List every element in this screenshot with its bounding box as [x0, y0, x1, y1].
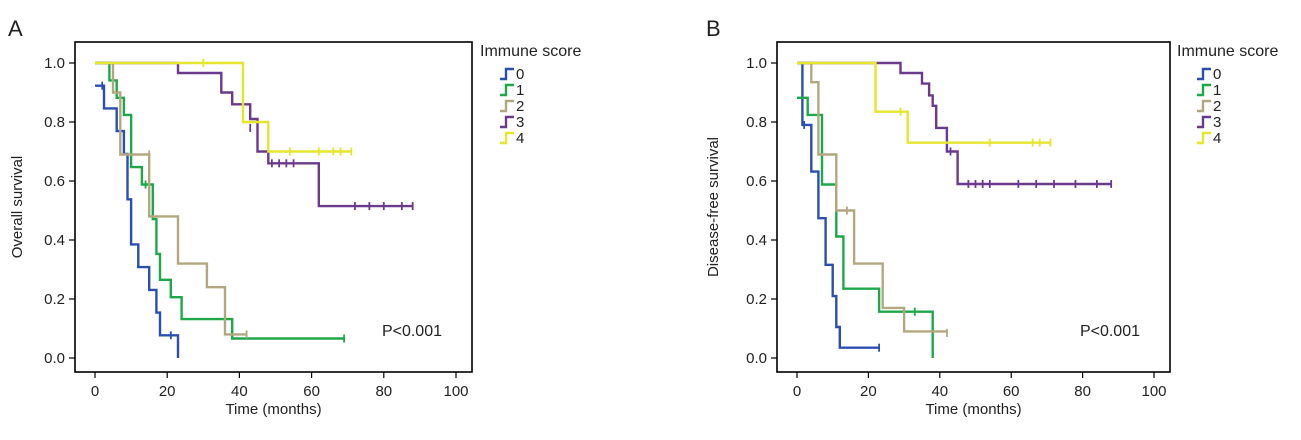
x-tick-label: 20 [159, 383, 176, 400]
survival-curve [797, 61, 880, 349]
x-tick-label: 60 [303, 383, 320, 400]
y-tick-label: 0.2 [44, 291, 65, 308]
x-tick-label: 40 [931, 383, 948, 400]
y-tick-label: 1.0 [44, 55, 65, 72]
legend-label: 3 [516, 114, 524, 131]
legend-label: 1 [516, 82, 524, 99]
series-immune-score-1 [797, 96, 934, 358]
legend-item-2: 2 [1197, 98, 1221, 115]
legend-swatch [1197, 99, 1211, 113]
x-tick-label: 0 [793, 383, 801, 400]
legend-label: 0 [1213, 66, 1221, 83]
legend-title: Immune score [480, 43, 581, 60]
series-immune-score-0 [95, 81, 180, 358]
panel-label: B [706, 16, 721, 41]
y-tick-label: 0.6 [44, 173, 65, 190]
survival-curve [797, 61, 947, 333]
y-axis-label: Overall survival [9, 156, 26, 259]
x-tick-label: 60 [1003, 383, 1020, 400]
y-axis: 0.0 0.2 0.4 0.6 0.8 1.0 [746, 55, 777, 367]
y-tick-label: 0.2 [746, 291, 767, 308]
series-immune-score-0 [797, 61, 881, 352]
plot-frame [776, 41, 1171, 373]
x-tick-label: 0 [91, 383, 99, 400]
legend-swatch [500, 67, 514, 81]
legend-item-3: 3 [500, 114, 524, 131]
x-axis-label: Time (months) [925, 401, 1021, 418]
legend-item-2: 2 [500, 98, 524, 115]
x-tick-label: 80 [1074, 383, 1091, 400]
survival-curve [95, 61, 352, 153]
series-immune-score-4 [95, 59, 353, 156]
legend-label: 3 [1213, 114, 1221, 131]
legend-label: 1 [1213, 82, 1221, 99]
x-tick-label: 100 [1141, 383, 1166, 400]
legend-item-4: 4 [1197, 130, 1221, 147]
survival-curve [95, 61, 247, 336]
legend-swatch [500, 131, 514, 145]
y-tick-label: 0.8 [44, 114, 65, 131]
legend-swatch [1197, 115, 1211, 129]
p-value-annotation: P<0.001 [1080, 323, 1140, 340]
panel-label: A [8, 16, 23, 41]
x-axis: 0 20 40 60 80 100 [91, 372, 469, 400]
y-tick-label: 0.0 [44, 350, 65, 367]
y-tick-label: 0.0 [746, 350, 767, 367]
legend-item-0: 0 [1197, 66, 1221, 83]
legend-swatch [500, 115, 514, 129]
x-tick-label: 40 [231, 383, 248, 400]
legend-item-1: 1 [1197, 82, 1221, 99]
legend-label: 2 [516, 98, 524, 115]
survival-curve [797, 61, 1112, 186]
legend-swatch [1197, 131, 1211, 145]
legend-item-4: 4 [500, 130, 524, 147]
legend-label: 2 [1213, 98, 1221, 115]
legend-label: 0 [516, 66, 524, 83]
legend-swatch [1197, 83, 1211, 97]
survival-curve [95, 84, 180, 358]
series-immune-score-2 [797, 61, 948, 337]
y-tick-label: 0.8 [746, 114, 767, 131]
series-immune-score-1 [95, 61, 345, 343]
y-tick-label: 0.4 [746, 232, 767, 249]
legend-swatch [500, 99, 514, 113]
series-immune-score-4 [797, 61, 1052, 147]
survival-curve [95, 61, 345, 340]
x-tick-label: 20 [860, 383, 877, 400]
legend-item-3: 3 [1197, 114, 1221, 131]
y-tick-label: 1.0 [746, 55, 767, 72]
p-value-annotation: P<0.001 [382, 323, 442, 340]
y-axis-label: Disease-free survival [705, 137, 722, 277]
series-immune-score-2 [95, 61, 248, 339]
y-tick-label: 0.6 [746, 173, 767, 190]
y-axis: 0.0 0.2 0.4 0.6 0.8 1.0 [44, 55, 75, 367]
survival-curve [797, 96, 934, 358]
legend-label: 4 [516, 130, 524, 147]
legend-title: Immune score [1177, 43, 1278, 60]
legend-label: 4 [1213, 130, 1221, 147]
legend-item-1: 1 [500, 82, 524, 99]
x-tick-label: 80 [375, 383, 392, 400]
series-immune-score-3 [797, 61, 1113, 188]
x-tick-label: 100 [443, 383, 468, 400]
y-tick-label: 0.4 [44, 232, 65, 249]
x-axis-label: Time (months) [225, 401, 321, 418]
series-immune-score-3 [95, 61, 414, 211]
survival-curve [797, 61, 1051, 144]
plot-frame [74, 41, 473, 373]
x-axis: 0 20 40 60 80 100 [793, 372, 1167, 400]
legend-swatch [1197, 67, 1211, 81]
legend-swatch [500, 83, 514, 97]
legend-item-0: 0 [500, 66, 524, 83]
